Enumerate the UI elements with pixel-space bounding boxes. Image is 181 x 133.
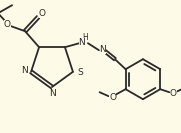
Text: N: N <box>100 45 106 54</box>
Text: O: O <box>39 9 46 18</box>
Text: O: O <box>109 93 116 102</box>
Text: O: O <box>4 20 10 29</box>
Text: N: N <box>79 38 85 47</box>
Text: O: O <box>170 89 177 98</box>
Text: H: H <box>82 33 88 42</box>
Text: N: N <box>21 66 28 75</box>
Text: S: S <box>77 68 83 77</box>
Text: N: N <box>49 90 55 99</box>
